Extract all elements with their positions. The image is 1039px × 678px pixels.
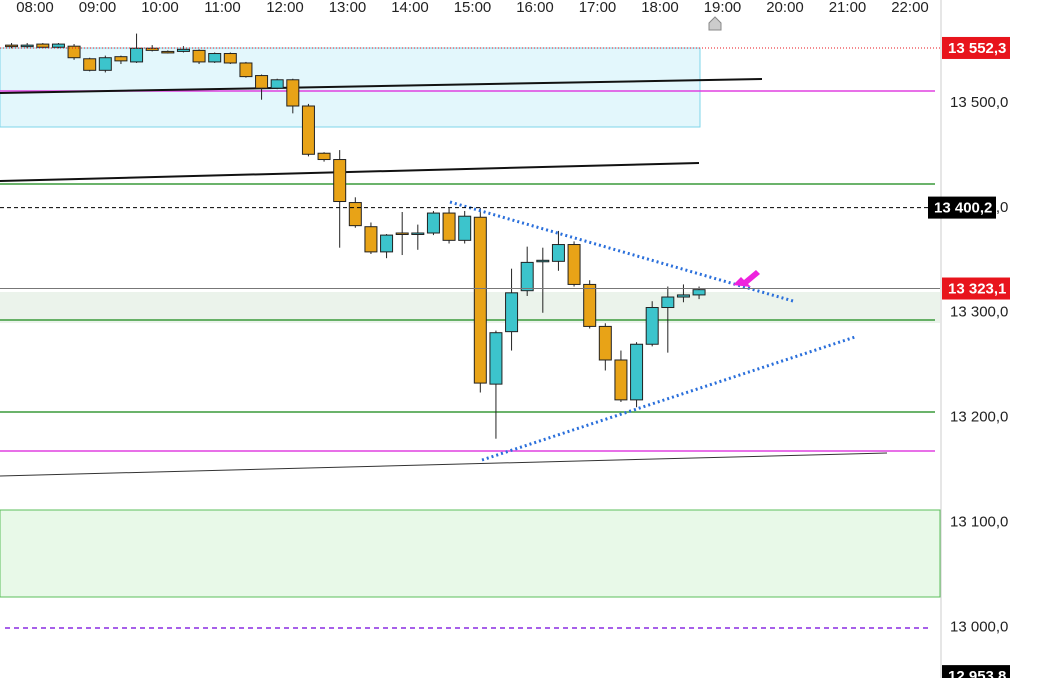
candle-body (551, 244, 565, 262)
candle-body (473, 216, 487, 384)
x-tick-label: 10:00 (141, 0, 179, 16)
y-tick-label: 13 000,0 (950, 619, 1008, 636)
x-tick-label: 18:00 (641, 0, 679, 16)
trend-line (449, 200, 794, 303)
candle-body (223, 53, 237, 64)
x-tick-label: 15:00 (454, 0, 492, 16)
candle-body (333, 159, 347, 203)
x-tick-label: 11:00 (204, 0, 240, 16)
candle-body (83, 58, 97, 71)
candle-body (661, 296, 675, 309)
x-tick-label: 22:00 (891, 0, 929, 16)
candle-body (317, 152, 331, 161)
price-tag-label: 13 552,3 (948, 40, 1006, 57)
candle-body (692, 289, 706, 296)
x-tick-label: 20:00 (766, 0, 804, 16)
candle-body (239, 62, 253, 78)
x-tick-label: 09:00 (79, 0, 117, 16)
candle-body (411, 232, 425, 235)
zone (0, 509, 941, 598)
price-tag (942, 665, 1010, 678)
price-tag (942, 36, 1010, 59)
price-tag (942, 277, 1010, 300)
candle-body (364, 226, 378, 253)
x-tick-label: 12:00 (266, 0, 304, 16)
price-tag-label: 13 400,2 (934, 200, 992, 217)
candle-body (520, 261, 534, 292)
candle-body (161, 50, 175, 54)
x-tick-label: 14:00 (391, 0, 429, 16)
candle-body (426, 212, 440, 234)
candle-body (645, 307, 659, 345)
price-tag-label: 13 323,1 (948, 280, 1006, 297)
candle-body (98, 57, 112, 71)
trend-line (481, 335, 856, 462)
candle-body (176, 48, 190, 52)
trend-line (0, 78, 763, 94)
price-tag (928, 196, 996, 219)
candle-body (489, 332, 503, 385)
candle-body (192, 49, 206, 63)
candle-body (614, 359, 628, 401)
candle-body (301, 105, 315, 155)
candle-body (567, 244, 581, 285)
y-tick-label: 13 500,0 (950, 94, 1008, 111)
candle-body (208, 53, 222, 63)
trend-line (0, 452, 888, 477)
plot (5, 33, 706, 439)
candle-body (442, 212, 456, 241)
price-tag-label: 12 953,8 (948, 668, 1006, 678)
x-tick-label: 19:00 (704, 0, 742, 16)
candle-body (458, 215, 472, 241)
candle-body (395, 232, 409, 235)
x-tick-label: 21:00 (829, 0, 867, 16)
candle-body (505, 292, 519, 333)
candle-body (630, 343, 644, 401)
arrow (733, 270, 760, 287)
x-tick-label: 08:00 (16, 0, 54, 16)
triangle-lines (449, 200, 856, 462)
trend-line (0, 162, 700, 182)
zone (0, 292, 940, 323)
candle-body (286, 79, 300, 107)
candle-body (676, 294, 690, 298)
candle-body (51, 43, 65, 48)
y-tick-label: 13 100,0 (950, 514, 1008, 531)
candle-body (348, 202, 362, 227)
candle-body (5, 44, 19, 48)
candle-body (145, 47, 159, 51)
candle-body (36, 43, 50, 48)
candle-body (536, 259, 550, 263)
y-tick-label: 13 300,0 (950, 304, 1008, 321)
candle-body (20, 44, 34, 48)
candle-body (130, 47, 144, 63)
candle-body (270, 79, 284, 89)
x-tick-label: 17:00 (579, 0, 617, 16)
x-tick-label: 16:00 (516, 0, 554, 16)
candle-body (67, 45, 81, 59)
candle-body (380, 234, 394, 253)
candle-body (255, 75, 269, 89)
candle-body (583, 283, 597, 327)
candle-body (598, 325, 612, 361)
drawings (0, 78, 935, 629)
candle-body (114, 56, 128, 62)
x-tick-label: 13:00 (329, 0, 367, 16)
y-tick-label: 13 200,0 (950, 409, 1008, 426)
icon (708, 16, 722, 31)
